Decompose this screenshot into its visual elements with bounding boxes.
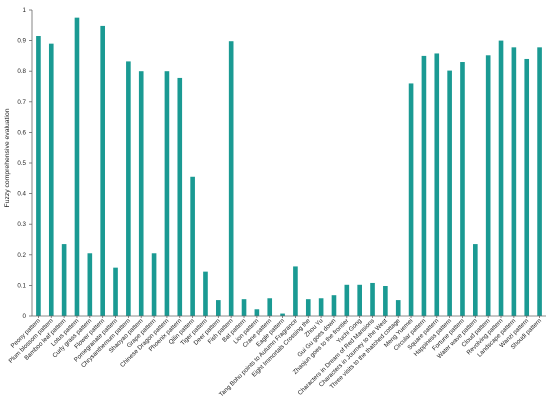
bar [305, 299, 311, 316]
bar [254, 309, 260, 316]
y-tick-label: 0.7 [17, 99, 26, 106]
y-tick-label: 0.2 [17, 252, 26, 259]
bar [485, 55, 491, 317]
bar [61, 244, 67, 316]
bar [524, 58, 530, 317]
bar [408, 83, 414, 316]
bar [421, 55, 427, 317]
bar [190, 176, 195, 316]
bar [293, 266, 298, 316]
bar [177, 77, 183, 316]
y-tick-label: 0.6 [17, 129, 26, 136]
bar [216, 300, 221, 316]
bar [267, 298, 273, 316]
bar [511, 47, 517, 316]
y-tick-label: 0.3 [17, 221, 26, 228]
bar [74, 17, 80, 317]
y-tick-label: 0.5 [17, 160, 26, 167]
bar [126, 61, 131, 316]
bar [241, 299, 247, 316]
bar [228, 41, 234, 316]
bar [498, 40, 504, 316]
bar [48, 43, 54, 316]
bar [36, 36, 41, 316]
bar [87, 253, 93, 316]
bar [434, 53, 440, 317]
bar [383, 286, 388, 316]
y-tick-label: 0.1 [17, 282, 26, 289]
y-tick-label: 0.4 [17, 191, 26, 198]
bar [113, 267, 118, 316]
y-tick-label: 0.9 [17, 38, 26, 45]
y-axis-title: Fuzzy comprehensive evaluation [4, 108, 11, 207]
bar [318, 298, 324, 316]
y-tick-label: 0 [23, 313, 27, 320]
bar [138, 71, 144, 316]
bar [357, 284, 362, 316]
bar [447, 70, 452, 316]
bar [537, 47, 542, 316]
bar [151, 253, 157, 316]
bar [473, 244, 478, 316]
bar [370, 282, 375, 316]
bar [460, 62, 465, 316]
bar [395, 300, 401, 316]
bar [164, 71, 170, 316]
bar [331, 295, 337, 316]
bar [100, 25, 105, 317]
bar [203, 271, 208, 316]
y-tick-label: 0.8 [17, 68, 26, 75]
bar [344, 284, 350, 316]
y-tick-label: 1 [23, 7, 27, 14]
bar [280, 313, 285, 316]
bars [36, 17, 542, 317]
y-axis-ticks: 0 0.1 0.2 0.3 0.4 0.5 0.6 0.7 0.8 0.9 1 [17, 7, 32, 320]
